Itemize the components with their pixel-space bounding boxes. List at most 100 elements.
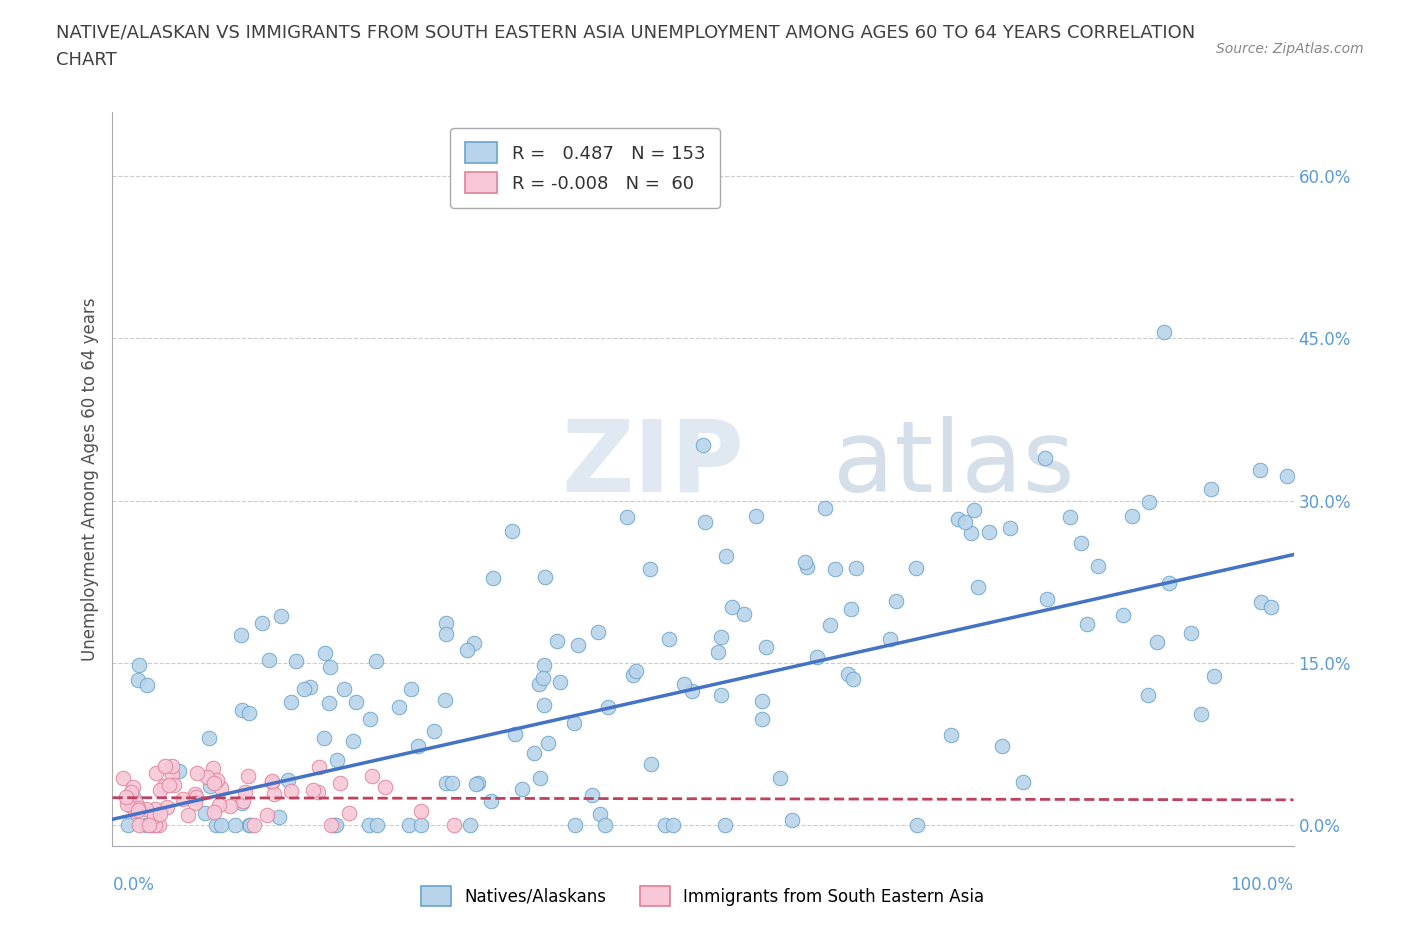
Point	[127, 673, 149, 688]
Point	[593, 817, 616, 832]
Point	[806, 650, 828, 665]
Point	[905, 817, 928, 832]
Point	[512, 782, 534, 797]
Point	[260, 775, 283, 790]
Text: 0.0%: 0.0%	[112, 876, 155, 894]
Point	[537, 736, 560, 751]
Point	[406, 738, 429, 753]
Point	[135, 817, 157, 832]
Point	[125, 795, 148, 810]
Point	[155, 759, 177, 774]
Point	[333, 681, 356, 696]
Y-axis label: Unemployment Among Ages 60 to 64 years: Unemployment Among Ages 60 to 64 years	[80, 298, 98, 660]
Point	[824, 562, 846, 577]
Point	[1076, 617, 1098, 631]
Text: Source: ZipAtlas.com: Source: ZipAtlas.com	[1216, 42, 1364, 56]
Point	[160, 758, 183, 773]
Point	[318, 696, 340, 711]
Point	[314, 731, 336, 746]
Point	[120, 784, 142, 799]
Point	[259, 652, 281, 667]
Point	[344, 695, 367, 710]
Point	[319, 659, 342, 674]
Point	[1036, 591, 1059, 606]
Point	[195, 769, 218, 784]
Point	[263, 786, 285, 801]
Point	[361, 768, 384, 783]
Point	[693, 514, 716, 529]
Point	[441, 776, 464, 790]
Point	[707, 644, 730, 659]
Point	[239, 817, 262, 832]
Point	[946, 512, 969, 526]
Point	[128, 817, 150, 832]
Point	[433, 693, 456, 708]
Point	[325, 752, 347, 767]
Point	[967, 580, 990, 595]
Point	[979, 525, 1001, 539]
Point	[796, 559, 818, 574]
Point	[589, 806, 612, 821]
Point	[292, 682, 315, 697]
Point	[1146, 635, 1168, 650]
Point	[202, 761, 225, 776]
Point	[127, 801, 149, 816]
Point	[398, 817, 420, 832]
Point	[115, 790, 138, 804]
Point	[366, 817, 388, 832]
Point	[1249, 463, 1271, 478]
Point	[681, 684, 703, 698]
Point	[720, 600, 742, 615]
Point	[588, 625, 610, 640]
Point	[714, 549, 737, 564]
Point	[238, 706, 260, 721]
Point	[733, 606, 755, 621]
Point	[374, 779, 396, 794]
Point	[314, 645, 336, 660]
Point	[529, 771, 551, 786]
Point	[818, 618, 841, 632]
Point	[581, 788, 603, 803]
Point	[991, 738, 1014, 753]
Point	[231, 796, 253, 811]
Point	[780, 813, 803, 828]
Legend: Natives/Alaskans, Immigrants from South Eastern Asia: Natives/Alaskans, Immigrants from South …	[415, 880, 991, 912]
Point	[1159, 576, 1181, 591]
Point	[342, 734, 364, 749]
Point	[308, 760, 330, 775]
Point	[467, 776, 489, 790]
Point	[319, 817, 342, 832]
Point	[1059, 510, 1081, 525]
Point	[464, 777, 486, 791]
Point	[1011, 774, 1033, 789]
Point	[122, 780, 145, 795]
Point	[156, 800, 179, 815]
Point	[527, 677, 550, 692]
Point	[299, 680, 322, 695]
Point	[194, 805, 217, 820]
Point	[143, 802, 166, 817]
Point	[409, 804, 432, 818]
Point	[658, 631, 681, 646]
Point	[117, 796, 139, 811]
Point	[329, 776, 352, 790]
Point	[322, 817, 344, 832]
Point	[202, 776, 225, 790]
Point	[224, 817, 246, 832]
Point	[533, 658, 555, 672]
Point	[814, 500, 837, 515]
Point	[638, 561, 661, 576]
Point	[1112, 607, 1135, 622]
Point	[1153, 325, 1175, 339]
Point	[672, 677, 695, 692]
Text: ZIP: ZIP	[561, 416, 744, 512]
Point	[963, 503, 986, 518]
Point	[120, 799, 142, 814]
Point	[280, 695, 302, 710]
Point	[143, 817, 166, 832]
Point	[564, 817, 586, 832]
Point	[714, 817, 737, 832]
Point	[503, 727, 526, 742]
Point	[768, 770, 790, 785]
Point	[177, 807, 200, 822]
